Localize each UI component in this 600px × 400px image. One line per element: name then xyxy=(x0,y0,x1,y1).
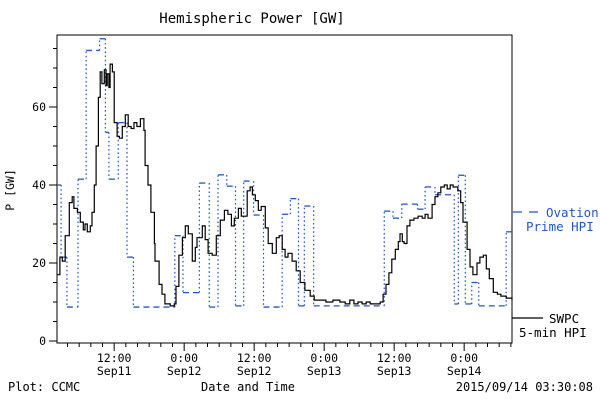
x-tick-time-label: 12:00 xyxy=(377,351,412,365)
axis-box xyxy=(56,34,513,344)
legend-ovation-label-2: Prime HPI xyxy=(526,219,594,234)
legend-ovation: Ovation Prime HPI xyxy=(513,205,599,234)
legend-swpc-label-2: 5-min HPI xyxy=(519,325,587,340)
x-tick-date-label: Sep12 xyxy=(237,364,272,378)
x-tick-time-label: 0:00 xyxy=(310,351,338,365)
plot-area: 12:00Sep110:00Sep1212:00Sep120:00Sep1312… xyxy=(32,34,513,378)
legend-ovation-label-1: Ovation xyxy=(546,205,599,220)
chart-title: Hemispheric Power [GW] xyxy=(159,11,344,27)
footer-timestamp: 2015/09/14 03:30:08 xyxy=(456,380,593,394)
x-tick-date-label: Sep11 xyxy=(97,364,132,378)
y-tick-label: 60 xyxy=(32,100,46,114)
y-tick-label: 20 xyxy=(32,256,46,270)
x-tick-time-label: 0:00 xyxy=(170,351,198,365)
x-tick-time-label: 12:00 xyxy=(237,351,272,365)
x-tick-time-label: 0:00 xyxy=(450,351,478,365)
y-tick-label: 0 xyxy=(39,334,46,348)
x-tick-date-label: Sep14 xyxy=(447,364,482,378)
legend-swpc: SWPC 5-min HPI xyxy=(512,311,587,340)
x-tick-date-label: Sep13 xyxy=(307,364,342,378)
x-tick-date-label: Sep12 xyxy=(167,364,202,378)
x-tick-date-label: Sep13 xyxy=(377,364,412,378)
swpc-series-line xyxy=(57,63,513,307)
y-tick-label: 40 xyxy=(32,178,46,192)
legend-swpc-label-1: SWPC xyxy=(549,311,579,326)
footer-source: Plot: CCMC xyxy=(8,380,80,394)
y-axis-label: P [GW] xyxy=(3,169,17,211)
x-tick-time-label: 12:00 xyxy=(97,351,132,365)
x-axis-title: Date and Time xyxy=(201,380,295,394)
